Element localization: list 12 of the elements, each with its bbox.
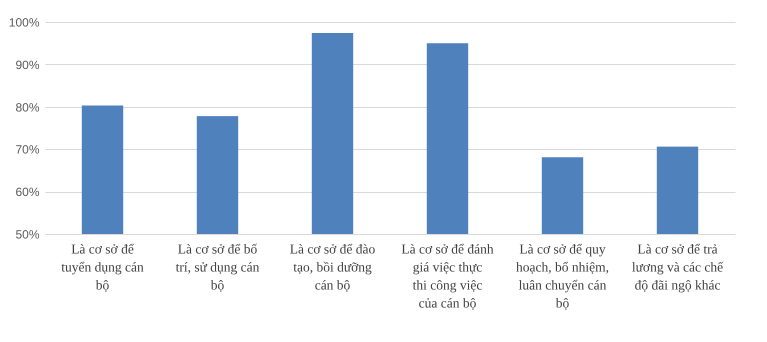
y-tick-label: 80% (15, 100, 40, 114)
x-tick-label: Là cơ sở để trả lương và các chế độ đãi ngộ khác (632, 242, 724, 292)
x-tick-label: Là cơ sở để quy hoạch, bổ nhiệm, luân chuyển cán bộ (516, 242, 609, 310)
y-tick-label: 50% (15, 228, 40, 242)
y-tick-label: 70% (15, 142, 40, 157)
x-tick-label: Là cơ sở để tuyển dụng cán bộ (61, 242, 144, 292)
x-tick-label: Là cơ sở để đào tạo, bồi dưỡng cán bộ (290, 242, 376, 292)
y-tick-label: 90% (15, 58, 40, 72)
y-tick-label: 60% (15, 185, 40, 200)
x-tick-label: Là cơ sở để bố trí, sử dụng cán bộ (176, 242, 260, 292)
x-tick-label: Là cơ sở để đánh giá việc thực thi công việc của cán bộ (401, 242, 494, 310)
y-tick-label: 100% (8, 16, 40, 30)
